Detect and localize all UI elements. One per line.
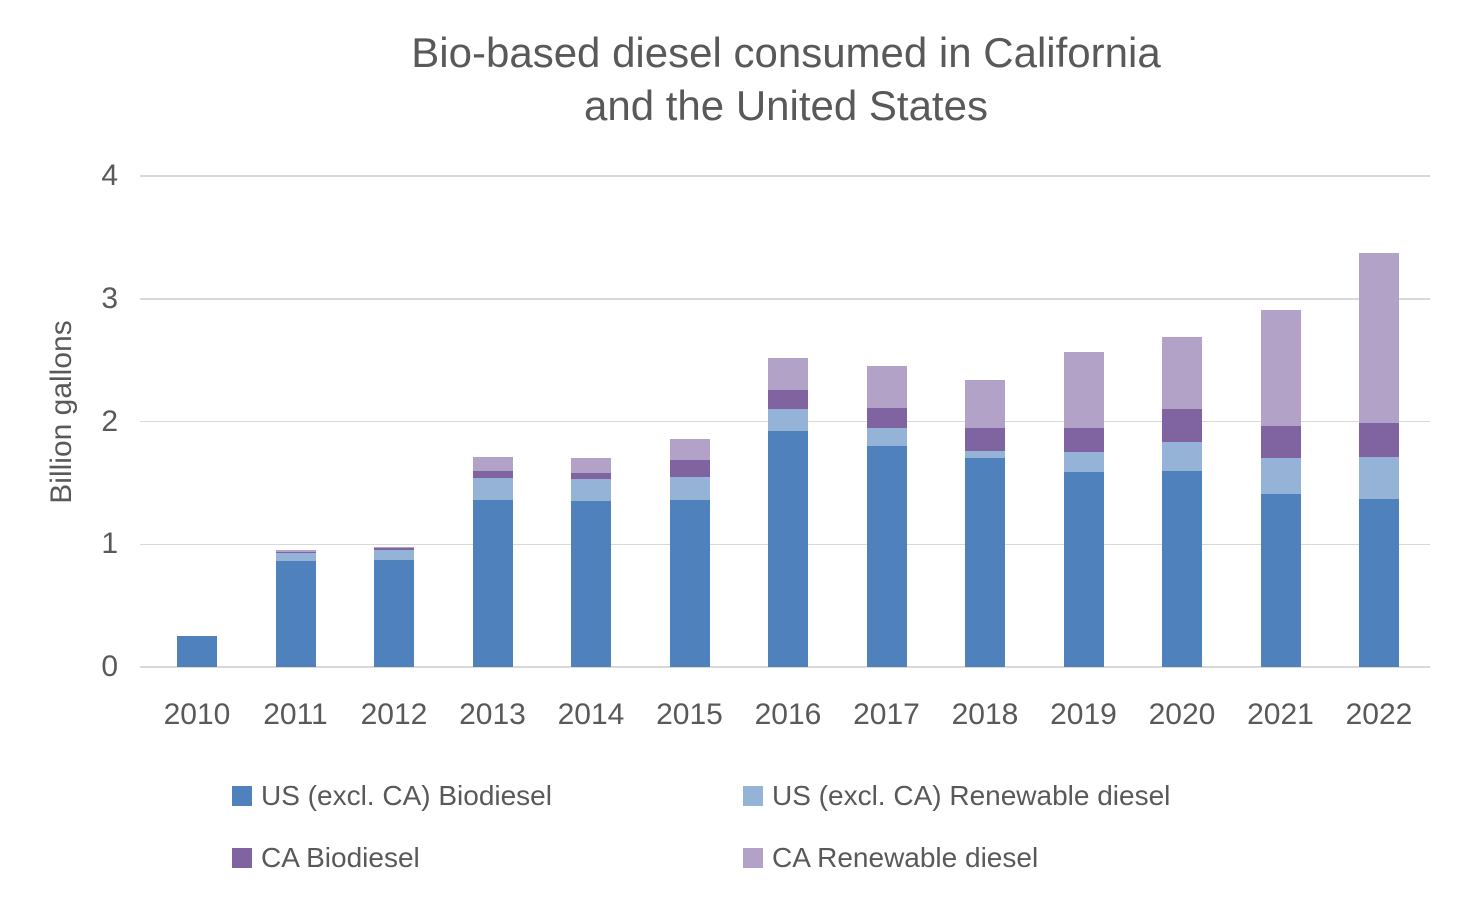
x-tick-label: 2017 [853,698,920,731]
bar-segment [866,366,907,408]
bar-segment [374,550,414,561]
bar-segment [1260,458,1301,494]
bar-segment [768,409,808,432]
y-tick-label: 4 [101,159,118,192]
bar-segment [571,458,611,474]
bar-segment [571,479,611,502]
bar-segment [571,473,611,480]
chart-title-line2: and the United States [584,82,988,129]
bar-segment [1162,442,1202,471]
bar-segment [472,477,513,501]
x-tick-label: 2022 [1345,698,1413,731]
bar-segment [1359,498,1399,667]
x-tick-label: 2021 [1247,698,1314,731]
x-tick-label: 2011 [263,698,328,731]
y-tick-label: 3 [101,281,118,315]
bar-segment [571,501,611,667]
y-tick-label: 2 [101,404,118,438]
bar-segment [374,546,414,548]
x-tick-label: 2013 [459,698,526,731]
x-tick-label: 2020 [1148,698,1216,731]
bar-segment [275,552,316,562]
x-tick-label: 2014 [557,698,625,731]
bar-segment [965,450,1005,459]
bar-segment [669,476,710,501]
bar-segment [1063,351,1104,428]
bar-segment [1260,309,1301,427]
bar-segment [1063,427,1104,453]
bar-segment [1063,452,1104,472]
bar-segment [866,446,907,667]
bar-segment [768,389,808,410]
bar-segment [374,547,414,551]
bar-segment [866,407,907,428]
bar-segment [275,550,316,552]
x-tick-label: 2016 [754,698,822,731]
x-tick-label: 2015 [656,698,723,731]
x-tick-label: 2010 [163,698,231,731]
y-tick-label: 1 [101,527,118,561]
bar-segment [768,357,808,390]
bar-segment [965,379,1005,428]
bar-segment [1359,253,1399,423]
bar-segment [1359,422,1399,458]
bar-segment [472,470,513,478]
x-tick-label: 2012 [360,698,428,731]
bar-segment [177,636,217,667]
bar-segment [1063,471,1104,667]
bar-segment [669,500,710,667]
bar-segment [472,500,513,667]
y-tick-label: 0 [101,650,118,683]
bar-segment [1260,426,1301,459]
chart-title: Bio-based diesel consumed in California … [140,26,1432,132]
bar-segment [965,458,1005,667]
gridline-y4 [140,175,1430,177]
bar-segment [1359,457,1399,499]
bar-segment [472,457,513,471]
bar-segment [275,551,316,553]
bar-segment [1162,336,1202,410]
bar-segment [965,427,1005,451]
bar-segment [768,431,808,667]
chart-title-line1: Bio-based diesel consumed in California [411,29,1161,76]
gridline-y3 [140,298,1430,300]
bar-segment [275,561,316,667]
bar-segment [669,438,710,460]
x-tick-label: 2019 [1050,698,1117,731]
bar-segment [1162,470,1202,667]
x-tick-label: 2018 [951,698,1019,731]
bar-segment [1162,409,1202,443]
bar-segment [374,560,414,667]
bar-segment [1260,493,1301,667]
bar-segment [669,459,710,477]
bar-segment [866,427,907,447]
gridline-y0 [140,666,1430,668]
